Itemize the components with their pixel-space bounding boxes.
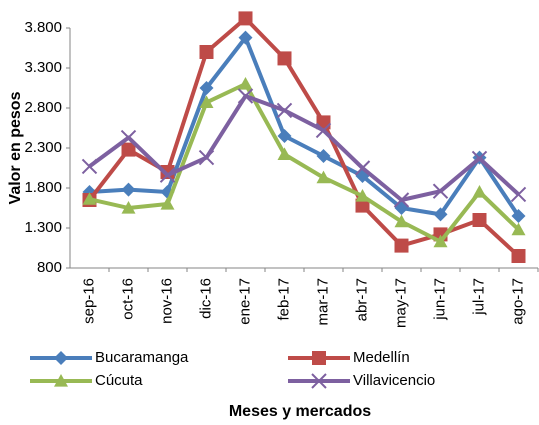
point bbox=[471, 150, 488, 167]
point bbox=[355, 189, 370, 202]
point bbox=[159, 167, 176, 183]
point bbox=[276, 102, 293, 119]
series-line bbox=[87, 16, 520, 258]
point bbox=[511, 209, 526, 223]
point bbox=[432, 183, 449, 199]
point bbox=[394, 238, 409, 253]
point bbox=[120, 129, 137, 146]
point bbox=[121, 142, 136, 157]
x-tick-label: mar-17 bbox=[314, 278, 331, 326]
point bbox=[433, 234, 448, 248]
legend-marker bbox=[54, 351, 68, 365]
x-tick-label: sep-16 bbox=[80, 278, 97, 324]
legend-marker bbox=[312, 351, 326, 365]
y-tick-label: 3.300 bbox=[24, 59, 62, 76]
x-tick-label: feb-17 bbox=[275, 278, 292, 321]
y-tick-label: 800 bbox=[37, 259, 62, 276]
x-tick-label: ene-17 bbox=[236, 278, 253, 325]
legend-label: Bucaramanga bbox=[95, 349, 189, 366]
series-line bbox=[89, 82, 520, 244]
point bbox=[199, 81, 214, 95]
legend-label: Villavicencio bbox=[353, 372, 435, 389]
point bbox=[121, 182, 136, 197]
point bbox=[315, 122, 332, 139]
x-tick-label: oct-16 bbox=[119, 278, 136, 320]
point bbox=[160, 197, 175, 210]
point bbox=[238, 11, 253, 26]
point bbox=[355, 198, 370, 213]
x-tick-label: ago-17 bbox=[509, 278, 526, 325]
point bbox=[199, 45, 214, 59]
point bbox=[198, 149, 215, 166]
y-tick-label: 1.300 bbox=[24, 219, 62, 236]
x-tick-label: may-17 bbox=[392, 278, 409, 328]
point bbox=[81, 158, 98, 175]
point bbox=[316, 170, 331, 184]
point bbox=[510, 186, 527, 203]
point bbox=[277, 129, 292, 143]
series-line bbox=[89, 35, 521, 218]
point bbox=[277, 147, 292, 160]
point bbox=[121, 201, 136, 214]
point bbox=[511, 222, 526, 236]
point bbox=[316, 149, 331, 163]
x-tick-label: nov-16 bbox=[158, 278, 175, 324]
point bbox=[238, 30, 253, 45]
x-tick-label: dic-16 bbox=[197, 278, 214, 319]
x-tick-label: jun-17 bbox=[431, 278, 448, 321]
legend-label: Medellín bbox=[353, 349, 410, 366]
y-tick-label: 3.800 bbox=[24, 19, 62, 36]
point bbox=[277, 51, 292, 66]
legend-label: Cúcuta bbox=[95, 372, 143, 389]
y-tick-label: 1.800 bbox=[24, 179, 62, 196]
point bbox=[237, 88, 254, 104]
y-tick-label: 2.800 bbox=[24, 99, 62, 116]
x-axis-title: Meses y mercados bbox=[229, 403, 371, 420]
point bbox=[393, 192, 410, 208]
point bbox=[354, 160, 371, 176]
y-axis-title: Valor en pesos bbox=[7, 91, 24, 204]
point bbox=[433, 207, 448, 222]
x-tick-label: jul-17 bbox=[470, 278, 487, 316]
point bbox=[472, 185, 487, 198]
point bbox=[394, 214, 409, 228]
point bbox=[511, 249, 526, 263]
point bbox=[199, 95, 214, 108]
legend-marker bbox=[54, 374, 68, 387]
x-tick-label: abr-17 bbox=[353, 278, 370, 321]
point bbox=[82, 192, 97, 205]
point bbox=[238, 77, 253, 90]
y-tick-label: 2.300 bbox=[24, 139, 62, 156]
legend-marker bbox=[311, 373, 327, 389]
point bbox=[472, 213, 487, 227]
